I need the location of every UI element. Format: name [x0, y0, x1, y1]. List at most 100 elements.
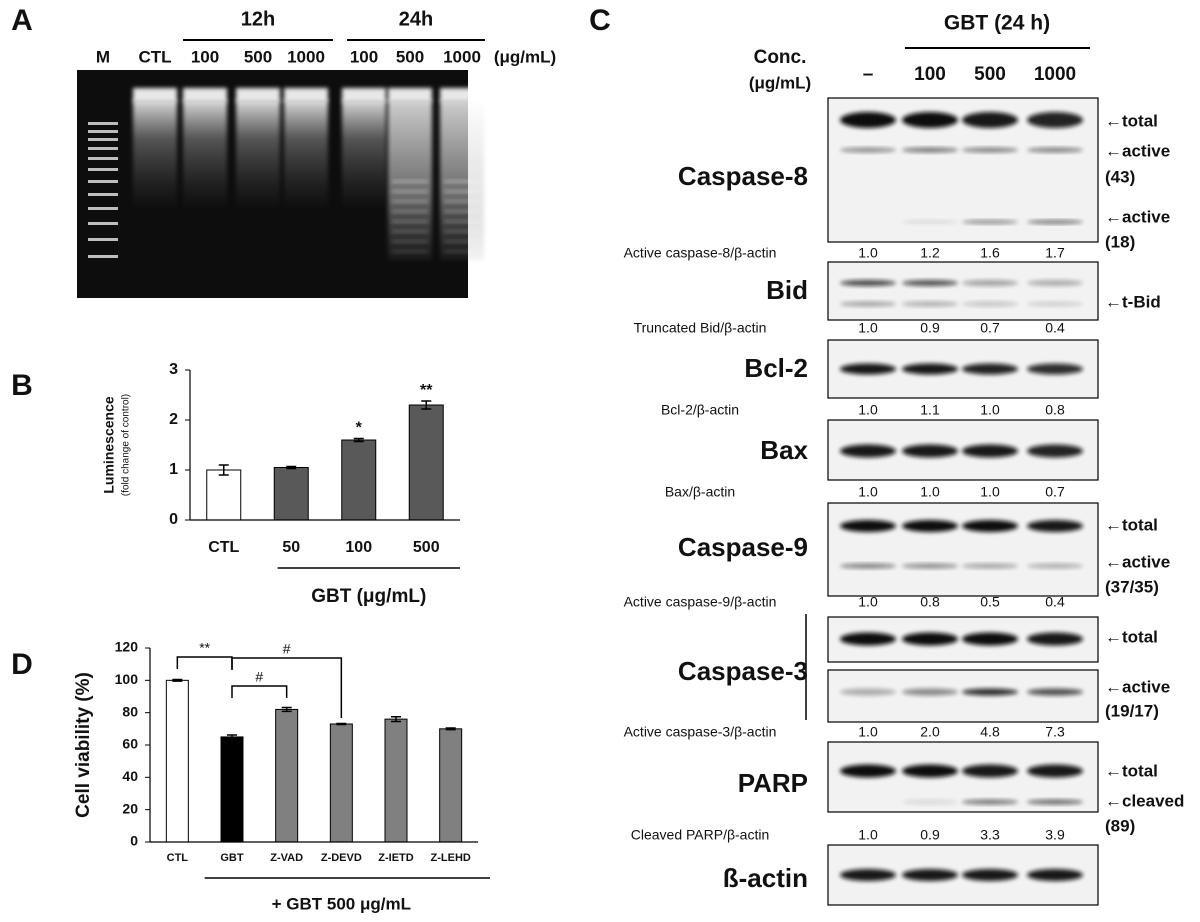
- significance: #: [255, 669, 263, 685]
- panel-label: B: [11, 369, 33, 402]
- ladder-band: [88, 193, 118, 196]
- blot-band: [902, 632, 958, 646]
- ladder-band: [88, 180, 118, 183]
- blot-band: [840, 112, 896, 128]
- blot-band: [962, 220, 1018, 224]
- blot-band: [902, 301, 958, 307]
- ratio-label: Bax/β-actin: [665, 484, 735, 500]
- group-label: + GBT 500 μg/mL: [272, 894, 411, 913]
- x-tick-label: 100: [345, 539, 372, 556]
- well-band: [342, 88, 386, 102]
- ladder-band: [88, 168, 118, 171]
- well-band: [183, 88, 227, 102]
- lane-label: 100: [350, 47, 378, 66]
- band-label: ←active: [1105, 552, 1170, 571]
- smear: [133, 100, 177, 210]
- ladder-fragment: [392, 190, 428, 193]
- well-band: [284, 88, 328, 102]
- blot-band: [902, 112, 958, 128]
- band-label: ←active: [1105, 141, 1170, 160]
- blot-band: [1027, 220, 1083, 224]
- x-tick-label: CTL: [167, 852, 189, 864]
- band-label: (89): [1105, 816, 1135, 835]
- y-tick-label: 0: [130, 833, 138, 849]
- ladder-fragment: [444, 200, 480, 203]
- well-band: [388, 88, 432, 102]
- blot-band: [962, 301, 1018, 307]
- ratio-value: 1.0: [858, 827, 878, 843]
- blot-band: [1027, 632, 1083, 646]
- blot-band: [1027, 869, 1083, 881]
- protein-name: Caspase-9: [678, 532, 808, 562]
- ratio-label: Bcl-2/β-actin: [661, 402, 739, 418]
- error-bar: [281, 706, 292, 713]
- blot-band: [1027, 688, 1083, 696]
- blot-band: [840, 764, 896, 778]
- blot-band: [962, 869, 1018, 881]
- blot-band: [902, 520, 958, 532]
- blot-band: [840, 444, 896, 458]
- ladder-fragment: [392, 250, 428, 253]
- ladder-fragment: [392, 230, 428, 233]
- protein-name: PARP: [738, 768, 808, 798]
- ladder-fragment: [392, 210, 428, 213]
- band-label: ←total: [1105, 515, 1158, 534]
- x-tick-label: Z-VAD: [270, 852, 303, 864]
- error-bar: [227, 734, 237, 740]
- ratio-label: Active caspase-8/β-actin: [624, 245, 777, 261]
- blot-band: [902, 799, 958, 805]
- band-label: (19/17): [1105, 701, 1159, 720]
- blot-band: [1027, 520, 1083, 532]
- blot: [827, 669, 1099, 723]
- ratio-value: 1.0: [858, 594, 878, 610]
- blot-band: [902, 764, 958, 778]
- band-label: ←cleaved: [1105, 791, 1184, 810]
- error-bar: [391, 715, 401, 723]
- panel-label: A: [11, 4, 33, 37]
- blot-band: [840, 363, 896, 375]
- ratio-value: 3.9: [1045, 827, 1065, 843]
- blot-band: [962, 280, 1018, 286]
- bar: [220, 736, 244, 843]
- ladder-band: [88, 138, 118, 141]
- lane-label: 1000: [1034, 64, 1076, 85]
- y-tick-label: 120: [115, 639, 139, 655]
- blot-band: [1027, 363, 1083, 375]
- panel-label: C: [589, 4, 611, 37]
- ratio-value: 1.0: [980, 484, 1000, 500]
- ratio-value: 1.2: [920, 245, 940, 261]
- error-bar: [218, 464, 229, 476]
- protein-name: Bcl-2: [744, 353, 808, 383]
- ladder-fragment: [444, 180, 480, 183]
- ladder-band: [88, 207, 118, 210]
- blot-band: [840, 301, 896, 307]
- blot-band: [962, 764, 1018, 778]
- band-label: (43): [1105, 167, 1135, 186]
- ladder-fragment: [444, 230, 480, 233]
- band-label: ←total: [1105, 627, 1158, 646]
- error-bar: [336, 722, 347, 726]
- y-tick-label: 80: [122, 703, 138, 719]
- blot-band: [840, 563, 896, 569]
- x-tick-label: Z-IETD: [378, 852, 413, 864]
- y-tick-label: 40: [122, 768, 138, 784]
- significance-bracket: [231, 657, 343, 718]
- blot-band: [962, 520, 1018, 532]
- ratio-value: 1.0: [858, 245, 878, 261]
- well-band: [440, 88, 484, 102]
- error-bar: [421, 400, 432, 410]
- ladder-band: [88, 222, 118, 225]
- ladder-fragment: [444, 220, 480, 223]
- bar: [384, 718, 408, 843]
- group-label: 12h: [241, 8, 275, 30]
- blot-band: [902, 280, 958, 286]
- ratio-value: 4.8: [980, 724, 1000, 740]
- ladder-fragment: [392, 220, 428, 223]
- ladder-band: [88, 122, 118, 125]
- y-axis-label: Luminescence: [101, 396, 117, 493]
- blot-band: [1027, 764, 1083, 778]
- blot-band: [902, 444, 958, 458]
- group-label: 24h: [399, 8, 433, 30]
- x-tick-label: CTL: [208, 539, 239, 556]
- blot-band: [1027, 112, 1083, 128]
